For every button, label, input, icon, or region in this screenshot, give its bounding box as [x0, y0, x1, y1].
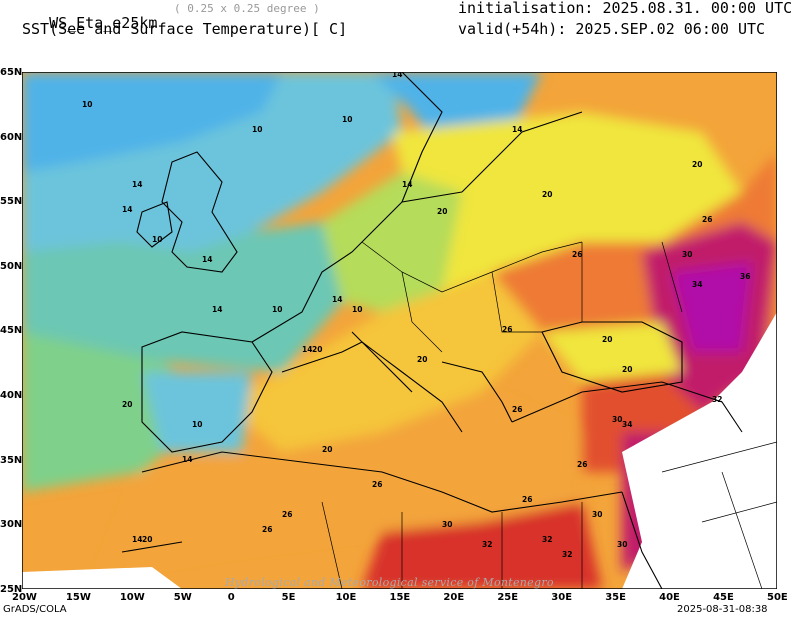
contour-label: 14 — [392, 72, 402, 79]
contour-label: 14 — [182, 455, 192, 464]
lon-label: 15E — [389, 592, 411, 603]
contour-label: 30 — [682, 250, 692, 259]
field-34 — [672, 262, 752, 352]
contour-label: 20 — [322, 445, 332, 454]
contour-label: 10 — [192, 420, 202, 429]
lon-label: 50E — [767, 592, 788, 603]
model-name: WS_Eta_e25km — [49, 14, 158, 32]
lon-label: 30E — [551, 592, 573, 603]
contour-label: 26 — [282, 510, 292, 519]
field-20-blacksea — [542, 322, 682, 382]
contour-label: 14 — [332, 295, 342, 304]
contour-label: 20 — [122, 400, 132, 409]
contour-label: 14 — [122, 205, 132, 214]
lat-label: 40N — [0, 390, 23, 401]
lon-label: 5W — [173, 592, 192, 603]
lat-label: 30N — [0, 519, 23, 531]
field-12-iberia — [142, 372, 252, 452]
init-time: initialisation: 2025.08.31. 00:00 UTC — [458, 0, 793, 17]
lon-label: 10W — [119, 592, 145, 603]
lon-label: 35E — [605, 592, 626, 603]
contour-label: 10 — [152, 235, 162, 244]
contour-label: 26 — [262, 525, 272, 534]
contour-label: 10 — [82, 100, 92, 109]
lon-label: 40E — [659, 592, 680, 603]
contour-label: 20 — [622, 365, 632, 374]
variable-title: SST(See and Surface Temperature)[ C] — [22, 20, 348, 38]
contour-label: 10 — [272, 305, 282, 314]
contour-label: 14 — [202, 255, 212, 264]
contour-label: 14 — [212, 305, 222, 314]
contour-label: 20 — [142, 535, 152, 544]
lat-label: 25N — [0, 583, 23, 595]
coastlines — [121, 72, 743, 589]
contour-label: 34 — [622, 420, 632, 429]
contour-label: 26 — [577, 460, 587, 469]
software-credit: GrADS/COLA — [3, 604, 67, 615]
contour-label: 26 — [572, 250, 582, 259]
contour-label: 26 — [512, 405, 522, 414]
field-10 — [22, 72, 282, 172]
contour-label: 32 — [712, 395, 722, 404]
contour-label: 32 — [562, 550, 572, 559]
field-18 — [322, 172, 462, 312]
agency-watermark: Hydrological and Meteorological service … — [225, 576, 554, 589]
lon-label: 45E — [713, 592, 734, 603]
contour-label: 26 — [502, 325, 512, 334]
field-30 — [362, 502, 602, 589]
lat-label: 35N — [0, 454, 23, 466]
contour-label: 30 — [592, 510, 602, 519]
lat-label: 45N — [0, 325, 23, 337]
contour-label: 20 — [417, 355, 427, 364]
contour-label: 26 — [522, 495, 532, 504]
lon-label: 15W — [65, 592, 91, 603]
lon-label: 20E — [443, 592, 465, 603]
valid-time: valid(+54h): 2025.SEP.02 06:00 UTC — [458, 20, 766, 38]
lat-label: 55N — [0, 196, 23, 208]
contour-label: 30 — [442, 520, 452, 529]
contour-label: 14 — [402, 180, 412, 189]
contour-label: 32 — [542, 535, 552, 544]
lon-label: 25E — [497, 592, 519, 603]
contour-label: 10 — [342, 115, 352, 124]
lon-label: 0 — [227, 592, 235, 603]
contour-label: 14 — [132, 535, 142, 544]
contour-label: 36 — [740, 272, 750, 281]
no-data-area-sw — [22, 567, 182, 589]
contour-label: 30 — [612, 415, 622, 424]
field-20 — [392, 112, 742, 292]
lon-label: 5E — [281, 592, 296, 603]
country-borders — [321, 241, 777, 589]
contour-label: 20 — [437, 207, 447, 216]
lon-label: 10E — [335, 592, 357, 603]
contour-label: 26 — [372, 480, 382, 489]
contour-label: 26 — [702, 215, 712, 224]
contour-label: 10 — [352, 305, 362, 314]
contour-label: 30 — [617, 540, 627, 549]
contour-label: 14 — [132, 180, 142, 189]
contour-label: 20 — [602, 335, 612, 344]
contour-label: 14 — [302, 345, 312, 354]
contour-label: 20 — [542, 190, 552, 199]
lat-label: 50N — [0, 260, 23, 272]
contour-label: 20 — [692, 160, 702, 169]
render-timestamp: 2025-08-31-08:38 — [677, 604, 768, 615]
contour-label: 10 — [252, 125, 262, 134]
contour-label: 32 — [482, 540, 492, 549]
lat-label: 60N — [0, 131, 23, 143]
contour-label: 14 — [512, 125, 522, 134]
lat-label: 65N — [0, 67, 23, 78]
field-14 — [22, 222, 342, 372]
resolution-note: ( 0.25 x 0.25 degree ) — [174, 2, 320, 15]
contour-label: 34 — [692, 280, 702, 289]
contour-label: 20 — [312, 345, 322, 354]
field-24 — [102, 392, 582, 572]
lon-label: 20W — [12, 592, 37, 603]
